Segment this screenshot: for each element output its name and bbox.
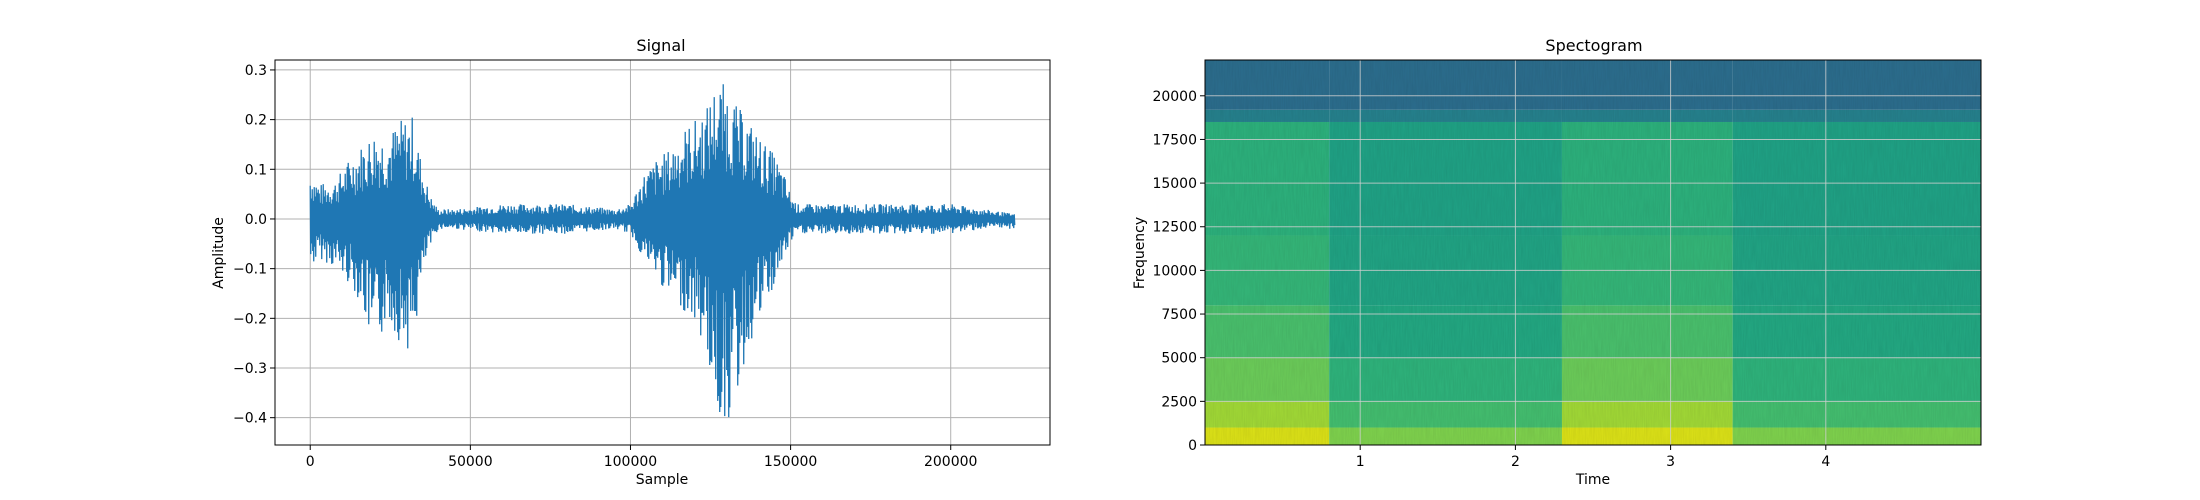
signal-y-tick-label: 0.3 (245, 63, 267, 79)
spectrogram-axes: Spectogram 1 2 3 4 0 2500 5000 7500 10000 12500 1… (1132, 36, 1982, 488)
signal-y-tick-label: 0.1 (245, 162, 267, 178)
signal-y-tick-label: −0.4 (233, 411, 267, 427)
spectrogram-x-tick-label: 2 (1511, 454, 1520, 470)
signal-series-line (309, 84, 1016, 418)
spectrogram-y-tick-label: 7500 (1161, 307, 1197, 323)
signal-xticks: 0 50000 100000 150000 200000 (306, 445, 977, 470)
signal-y-tick-label: 0.2 (245, 113, 267, 129)
spectrogram-y-tick-label: 20000 (1152, 89, 1197, 105)
signal-waveform (309, 84, 1016, 418)
signal-x-tick-label: 100000 (604, 454, 657, 470)
signal-y-tick-label: 0.0 (245, 212, 267, 228)
spectrogram-y-tick-label: 17500 (1152, 132, 1197, 148)
spectrogram-title: Spectogram (1545, 36, 1642, 55)
spectrogram-x-tick-label: 3 (1666, 454, 1675, 470)
spectrogram-y-tick-label: 10000 (1152, 263, 1197, 279)
spectrogram-grid (1205, 60, 1981, 446)
spectrogram-y-tick-label: 0 (1188, 438, 1197, 454)
signal-x-tick-label: 200000 (924, 454, 977, 470)
signal-yticks: −0.4 −0.3 −0.2 −0.1 0.0 0.1 0.2 0.3 (233, 63, 275, 427)
spectrogram-yticks: 0 2500 5000 7500 10000 12500 15000 17500 20000 (1152, 89, 1205, 454)
spectrogram-y-tick-label: 12500 (1152, 220, 1197, 236)
spectrogram-ylabel: Frequency (1132, 217, 1148, 289)
signal-xlabel: Sample (636, 472, 689, 488)
spectrogram-x-tick-label: 1 (1356, 454, 1365, 470)
signal-plot-frame (274, 59, 1051, 446)
signal-y-tick-label: −0.2 (233, 311, 267, 327)
signal-ylabel: Amplitude (211, 217, 227, 289)
spectrogram-xticks: 1 2 3 4 (1356, 445, 1830, 470)
spectrogram-plot-frame (1204, 59, 1982, 446)
spectrogram-y-tick-label: 15000 (1152, 176, 1197, 192)
signal-x-tick-label: 0 (306, 454, 315, 470)
signal-x-tick-label: 150000 (764, 454, 817, 470)
spectrogram-xlabel: Time (1575, 472, 1610, 488)
signal-axes: Signal 0 50000 100000 150000 200000 −0.4 −0.3… (211, 36, 1051, 488)
spectrogram-texture (1205, 60, 1981, 445)
signal-title: Signal (636, 36, 685, 55)
spectrogram-y-tick-label: 5000 (1161, 351, 1197, 367)
signal-y-tick-label: −0.1 (233, 262, 267, 278)
signal-y-tick-label: −0.3 (233, 361, 267, 377)
spectrogram-y-tick-label: 2500 (1161, 394, 1197, 410)
spectrogram-x-tick-label: 4 (1821, 454, 1830, 470)
signal-x-tick-label: 50000 (448, 454, 493, 470)
